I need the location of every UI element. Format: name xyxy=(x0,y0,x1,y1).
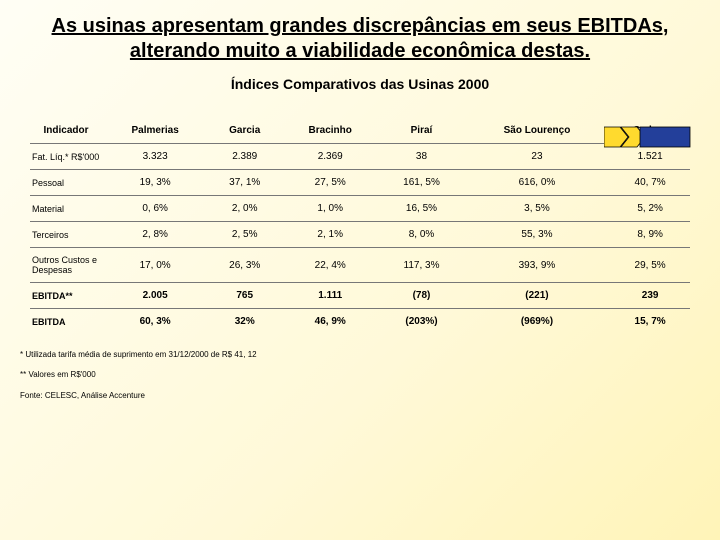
table-cell: 616, 0% xyxy=(464,170,611,196)
table-cell: (78) xyxy=(379,283,463,309)
table-cell: 117, 3% xyxy=(379,248,463,283)
table-cell: 2.369 xyxy=(281,144,379,170)
table-cell: 8, 9% xyxy=(610,222,690,248)
table-cell: 5, 2% xyxy=(610,196,690,222)
table-cell: 27, 5% xyxy=(281,170,379,196)
table-cell: 765 xyxy=(208,283,281,309)
table-cell: 2, 8% xyxy=(102,222,208,248)
table-cell: 0, 6% xyxy=(102,196,208,222)
footnotes: * Utilizada tarifa média de suprimento e… xyxy=(20,348,720,403)
table-cell: 38 xyxy=(379,144,463,170)
table-cell: Terceiros xyxy=(30,222,102,248)
table-cell: 29, 5% xyxy=(610,248,690,283)
table-cell: 2.389 xyxy=(208,144,281,170)
table-cell: 37, 1% xyxy=(208,170,281,196)
decoration-chevrons xyxy=(604,124,696,150)
table-cell: 2, 1% xyxy=(281,222,379,248)
table-cell: 16, 5% xyxy=(379,196,463,222)
footnote: Fonte: CELESC, Análise Accenture xyxy=(20,389,720,403)
table-row: EBITDA60, 3%32%46, 9%(203%)(969%)15, 7% xyxy=(30,309,690,335)
col-header: Palmerias xyxy=(102,118,208,144)
table-cell: 8, 0% xyxy=(379,222,463,248)
table-cell: EBITDA** xyxy=(30,283,102,309)
table-cell: (221) xyxy=(464,283,611,309)
table-cell: 46, 9% xyxy=(281,309,379,335)
table-cell: (969%) xyxy=(464,309,611,335)
col-header: Piraí xyxy=(379,118,463,144)
table-row: EBITDA**2.0057651.111(78)(221)239 xyxy=(30,283,690,309)
table-cell: Fat. Líq.* R$'000 xyxy=(30,144,102,170)
table-row: Material0, 6%2, 0%1, 0%16, 5%3, 5%5, 2% xyxy=(30,196,690,222)
col-header: Bracinho xyxy=(281,118,379,144)
table-cell: 55, 3% xyxy=(464,222,611,248)
table-row: Outros Custos e Despesas17, 0%26, 3%22, … xyxy=(30,248,690,283)
col-header: Garcia xyxy=(208,118,281,144)
table-cell: 2, 0% xyxy=(208,196,281,222)
page-subtitle: Índices Comparativos das Usinas 2000 xyxy=(0,76,720,92)
table-cell: 17, 0% xyxy=(102,248,208,283)
table-cell: 1, 0% xyxy=(281,196,379,222)
col-header: Indicador xyxy=(30,118,102,144)
table-row: Terceiros2, 8%2, 5%2, 1%8, 0%55, 3%8, 9% xyxy=(30,222,690,248)
table-cell: EBITDA xyxy=(30,309,102,335)
table-cell: 1.111 xyxy=(281,283,379,309)
page-title: As usinas apresentam grandes discrepânci… xyxy=(0,0,720,66)
table-cell: 3.323 xyxy=(102,144,208,170)
table-cell: 22, 4% xyxy=(281,248,379,283)
table-cell: 2.005 xyxy=(102,283,208,309)
table-cell: Material xyxy=(30,196,102,222)
table-header-row: Indicador Palmerias Garcia Bracinho Pira… xyxy=(30,118,690,144)
table-cell: 26, 3% xyxy=(208,248,281,283)
table-cell: 15, 7% xyxy=(610,309,690,335)
table-cell: 23 xyxy=(464,144,611,170)
table-cell: (203%) xyxy=(379,309,463,335)
comparison-table: Indicador Palmerias Garcia Bracinho Pira… xyxy=(30,118,690,334)
table-cell: 3, 5% xyxy=(464,196,611,222)
table-cell: 40, 7% xyxy=(610,170,690,196)
table-cell: 161, 5% xyxy=(379,170,463,196)
table-cell: 239 xyxy=(610,283,690,309)
table-cell: 32% xyxy=(208,309,281,335)
table-cell: 60, 3% xyxy=(102,309,208,335)
table-row: Pessoal19, 3%37, 1%27, 5%161, 5%616, 0%4… xyxy=(30,170,690,196)
table-cell: Pessoal xyxy=(30,170,102,196)
table-cell: 19, 3% xyxy=(102,170,208,196)
table-cell: 2, 5% xyxy=(208,222,281,248)
table-row: Fat. Líq.* R$'0003.3232.3892.36938231.52… xyxy=(30,144,690,170)
footnote: * Utilizada tarifa média de suprimento e… xyxy=(20,348,720,362)
footnote: ** Valores em R$'000 xyxy=(20,368,720,382)
table-cell: Outros Custos e Despesas xyxy=(30,248,102,283)
col-header: São Lourenço xyxy=(464,118,611,144)
table-cell: 393, 9% xyxy=(464,248,611,283)
